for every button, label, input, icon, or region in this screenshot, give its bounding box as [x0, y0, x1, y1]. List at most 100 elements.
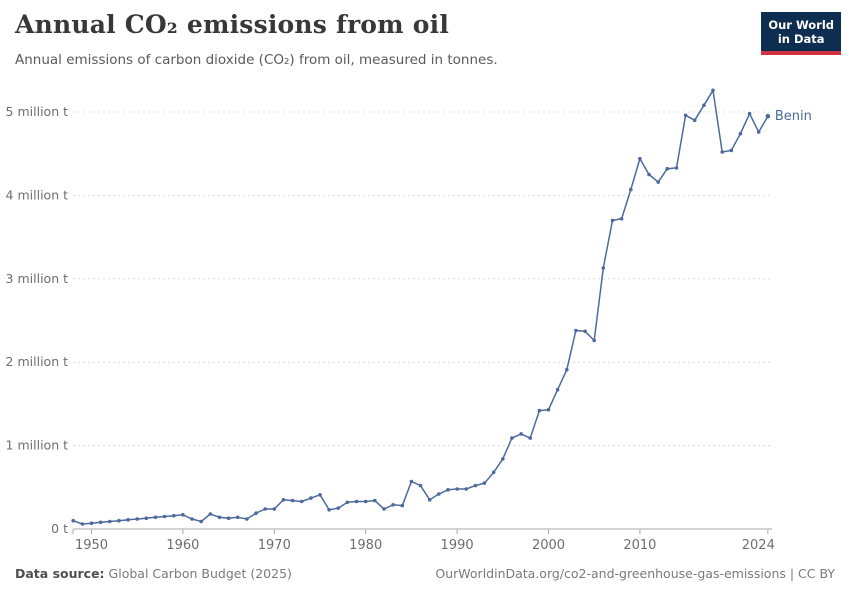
data-point[interactable] [71, 518, 75, 523]
data-point[interactable] [674, 166, 679, 170]
data-point[interactable] [272, 507, 277, 511]
data-point[interactable] [647, 172, 651, 177]
data-point[interactable] [336, 506, 341, 510]
owid-logo[interactable]: Our World in Data [761, 12, 841, 55]
data-point[interactable] [172, 513, 176, 518]
data-point[interactable] [446, 488, 450, 492]
data-point[interactable] [400, 503, 405, 508]
data-point[interactable] [245, 517, 249, 521]
chart-footer: Data source: Global Carbon Budget (2025)… [15, 566, 835, 581]
owid-logo-line1: Our World [768, 18, 834, 32]
y-axis-label: 0 t [51, 521, 68, 536]
data-source: Data source: Global Carbon Budget (2025) [15, 566, 292, 581]
y-axis-label: 2 million t [6, 354, 69, 369]
data-point[interactable] [263, 507, 268, 511]
data-point[interactable] [610, 218, 615, 223]
data-point[interactable] [555, 387, 560, 392]
data-point[interactable] [619, 217, 624, 221]
data-point[interactable] [519, 432, 523, 436]
data-point[interactable] [153, 515, 158, 520]
data-point[interactable] [80, 522, 85, 526]
y-axis-label: 3 million t [6, 271, 69, 286]
data-point[interactable] [217, 515, 222, 520]
x-axis-label: 1990 [441, 538, 474, 553]
data-point-end[interactable] [765, 113, 771, 119]
data-point[interactable] [235, 515, 240, 520]
data-point[interactable] [299, 499, 304, 504]
data-point[interactable] [309, 496, 313, 500]
data-point[interactable] [756, 130, 761, 134]
data-source-value: Global Carbon Budget (2025) [108, 566, 292, 581]
data-point[interactable] [327, 508, 331, 512]
data-point[interactable] [546, 407, 551, 412]
data-point[interactable] [501, 457, 505, 461]
data-point[interactable] [528, 436, 532, 440]
data-point[interactable] [638, 156, 642, 161]
data-point[interactable] [318, 493, 322, 497]
data-point[interactable] [254, 511, 258, 515]
data-point[interactable] [565, 367, 569, 372]
data-point[interactable] [482, 481, 487, 485]
data-point[interactable] [574, 328, 578, 333]
data-point[interactable] [537, 408, 542, 413]
data-point[interactable] [747, 111, 752, 116]
data-point[interactable] [683, 113, 688, 118]
data-point[interactable] [281, 498, 286, 502]
data-point[interactable] [729, 148, 734, 153]
data-point[interactable] [117, 518, 121, 523]
data-point[interactable] [144, 516, 149, 520]
data-point[interactable] [98, 520, 103, 525]
data-point[interactable] [629, 187, 633, 192]
data-point[interactable] [720, 150, 724, 154]
data-point[interactable] [290, 498, 295, 503]
page-title: Annual CO₂ emissions from oil [15, 10, 450, 39]
data-point[interactable] [126, 518, 130, 522]
emissions-line-benin[interactable] [72, 89, 769, 525]
data-point[interactable] [473, 483, 478, 488]
series-label-benin[interactable]: Benin [775, 109, 812, 124]
data-point[interactable] [491, 470, 496, 475]
data-point[interactable] [135, 517, 139, 521]
x-axis-label: 1960 [166, 538, 199, 553]
data-point[interactable] [510, 436, 514, 440]
data-point[interactable] [702, 103, 706, 108]
data-point[interactable] [162, 514, 167, 519]
data-source-label: Data source: [15, 566, 105, 581]
data-point[interactable] [391, 503, 395, 507]
data-point[interactable] [592, 338, 596, 343]
y-axis-label: 4 million t [6, 187, 69, 202]
data-point[interactable] [656, 180, 660, 184]
data-point[interactable] [711, 88, 715, 93]
data-point[interactable] [363, 499, 368, 504]
footer-citation-link[interactable]: OurWorldinData.org/co2-and-greenhouse-ga… [435, 566, 835, 581]
data-point[interactable] [418, 483, 423, 488]
x-axis-label: 2024 [742, 538, 775, 553]
data-point[interactable] [601, 266, 606, 270]
data-point[interactable] [455, 487, 459, 491]
data-point[interactable] [354, 499, 359, 504]
data-point[interactable] [464, 487, 469, 491]
data-point[interactable] [373, 498, 377, 503]
data-point[interactable] [437, 492, 441, 496]
data-point[interactable] [89, 521, 94, 525]
data-point[interactable] [190, 517, 194, 521]
data-point[interactable] [738, 131, 743, 136]
data-point[interactable] [583, 329, 587, 334]
data-point[interactable] [382, 507, 386, 511]
data-point[interactable] [208, 512, 213, 516]
x-axis-label: 1980 [349, 538, 382, 553]
data-point[interactable] [226, 516, 231, 520]
data-point[interactable] [181, 513, 185, 517]
data-point[interactable] [108, 519, 112, 524]
data-point[interactable] [427, 498, 432, 502]
data-point[interactable] [199, 519, 203, 524]
x-axis-label: 1950 [75, 538, 108, 553]
data-point[interactable] [665, 166, 670, 171]
y-axis-label: 5 million t [6, 104, 69, 119]
data-point[interactable] [692, 118, 697, 123]
y-axis-label: 1 million t [6, 438, 69, 453]
data-point[interactable] [409, 479, 414, 484]
data-point[interactable] [345, 500, 350, 505]
